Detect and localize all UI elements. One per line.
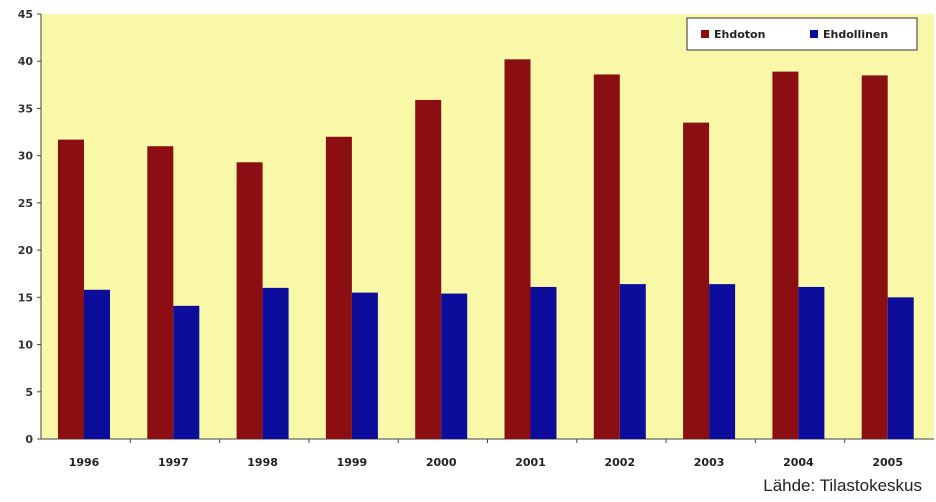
bar-ehdollinen-2004 bbox=[798, 286, 825, 439]
bar-ehdoton-2005 bbox=[861, 75, 888, 439]
y-tick-label: 20 bbox=[18, 244, 34, 257]
y-tick-label: 0 bbox=[25, 433, 33, 446]
legend-label-ehdoton: Ehdoton bbox=[714, 28, 765, 41]
bar-ehdollinen-2001 bbox=[530, 286, 557, 439]
bar-ehdoton-2002 bbox=[593, 74, 620, 439]
x-tick-label: 2002 bbox=[604, 456, 635, 469]
x-tick-label: 1998 bbox=[247, 456, 278, 469]
y-tick-label: 5 bbox=[25, 386, 33, 399]
bar-ehdoton-2000 bbox=[415, 99, 442, 439]
bar-ehdollinen-2005 bbox=[887, 297, 914, 439]
y-tick-label: 30 bbox=[18, 150, 34, 163]
bar-ehdoton-2003 bbox=[683, 122, 710, 439]
x-tick-label: 2003 bbox=[694, 456, 725, 469]
legend-swatch-ehdollinen bbox=[810, 30, 818, 38]
legend-box bbox=[686, 17, 918, 51]
x-tick-label: 2004 bbox=[783, 456, 814, 469]
bar-ehdoton-1996 bbox=[58, 139, 84, 439]
bar-ehdollinen-2002 bbox=[619, 284, 646, 439]
bar-ehdollinen-1998 bbox=[262, 287, 289, 439]
x-tick-label: 2001 bbox=[515, 456, 546, 469]
y-tick-label: 45 bbox=[18, 8, 33, 21]
bar-ehdoton-1999 bbox=[325, 136, 352, 439]
bar-ehdoton-2004 bbox=[772, 71, 799, 439]
bar-ehdoton-2001 bbox=[504, 59, 531, 439]
y-tick-label: 25 bbox=[18, 197, 33, 210]
x-tick-label: 1997 bbox=[158, 456, 189, 469]
bar-ehdollinen-1997 bbox=[173, 305, 200, 439]
source-note: Lähde: Tilastokeskus bbox=[763, 476, 922, 495]
bar-ehdoton-1998 bbox=[236, 162, 263, 439]
bar-ehdollinen-1999 bbox=[351, 292, 378, 439]
x-tick-label: 1996 bbox=[69, 456, 100, 469]
bar-ehdollinen-1996 bbox=[84, 289, 110, 439]
legend-swatch-ehdoton bbox=[701, 30, 709, 38]
x-tick-label: 2000 bbox=[426, 456, 457, 469]
x-tick-label: 1999 bbox=[337, 456, 368, 469]
x-tick-label: 2005 bbox=[872, 456, 903, 469]
bar-ehdoton-1997 bbox=[147, 146, 174, 439]
y-tick-label: 10 bbox=[18, 339, 34, 352]
y-tick-label: 35 bbox=[18, 102, 33, 115]
legend-label-ehdollinen: Ehdollinen bbox=[823, 28, 888, 41]
y-tick-label: 40 bbox=[18, 55, 34, 68]
bar-ehdollinen-2003 bbox=[709, 284, 736, 439]
bar-ehdollinen-2000 bbox=[441, 293, 468, 439]
y-tick-label: 15 bbox=[18, 291, 33, 304]
